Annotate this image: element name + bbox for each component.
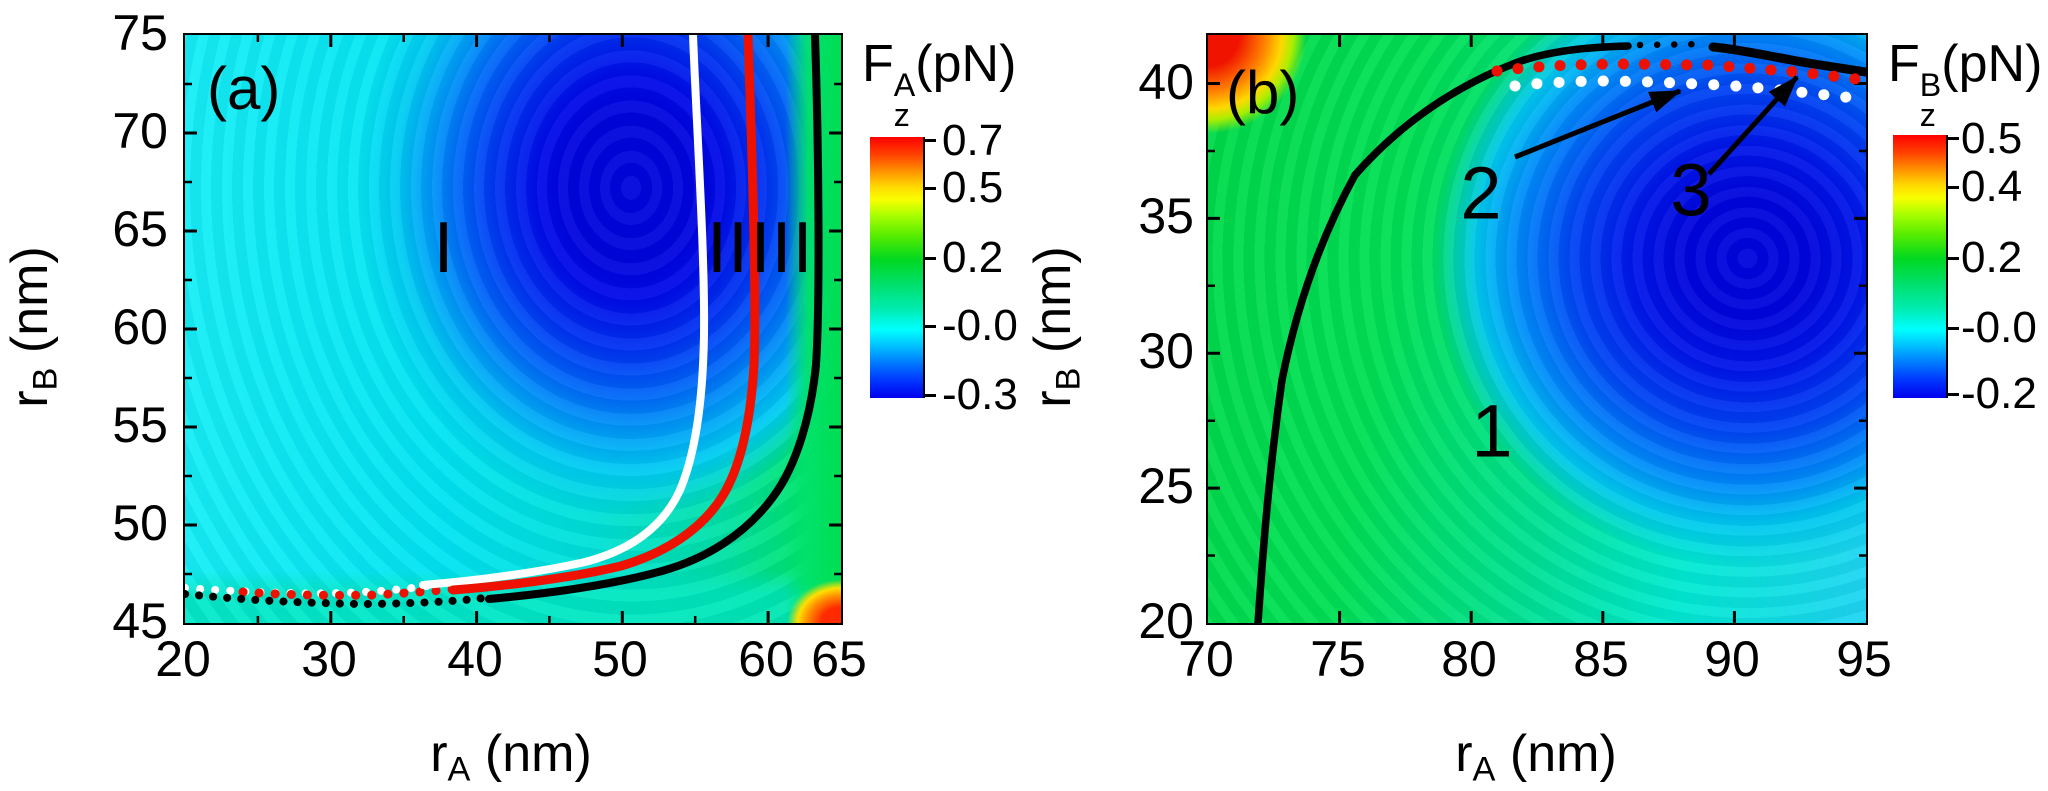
panel-a-ytick-65: 65	[112, 201, 168, 257]
panel-a-ytick-45: 45	[112, 593, 168, 649]
panel-b-xtick-80: 80	[1441, 631, 1497, 687]
panel-b-colorbar-tick	[1948, 137, 1959, 140]
panel-a-ytick-55: 55	[112, 397, 168, 453]
annotation-3: 3	[1670, 148, 1712, 232]
black-contour-tail	[1708, 42, 1866, 77]
panel-b-colorbar-label-0: 0.5	[1961, 114, 2023, 163]
panel-a-xtick-40: 40	[447, 631, 503, 687]
panel-a-colorbar-tick	[925, 394, 936, 397]
red-dotted-branch	[1491, 58, 1866, 86]
panel-b-xtick-75: 75	[1310, 631, 1366, 687]
panel-b-ytick-30: 30	[1138, 323, 1194, 379]
panel-a-minor-ticks	[185, 35, 841, 623]
panel-a-ytick-50: 50	[112, 495, 168, 551]
annotation-1: 1	[1471, 389, 1513, 473]
panel-b-colorbar-tick	[1948, 327, 1959, 330]
panel-b-ytick-40: 40	[1138, 54, 1194, 110]
panel-b-xtick-95: 95	[1836, 631, 1892, 687]
panel-a-x-axis-title: rA (nm)	[430, 725, 592, 789]
panel-a-colorbar-tick	[925, 257, 936, 260]
panel-b-colorbar-label-1: 0.4	[1961, 162, 2023, 211]
panel-a-colorbar-label-1: 0.5	[942, 163, 1004, 212]
panel-b-xtick-90: 90	[1704, 631, 1760, 687]
black-contour-dotted	[185, 590, 495, 609]
panel-a-colorbar-tick	[925, 325, 936, 328]
black-contour-solid	[485, 35, 823, 603]
panel-b-plot-area: (b) 1 2 3	[1206, 33, 1868, 625]
panel-a-colorbar-tick	[925, 139, 936, 142]
panel-b-overlay	[1208, 35, 1866, 623]
panel-a-plot-area: (a) I II III	[183, 33, 843, 625]
black-contour-dots	[1636, 40, 1712, 49]
panel-b-colorbar	[1893, 135, 1948, 398]
panel-b-minor-ticks	[1208, 149, 1866, 557]
panel-a-label: (a)	[207, 55, 281, 122]
panel-a-major-ticks	[185, 35, 841, 623]
panel-a-overlay	[185, 35, 841, 623]
region-label-I: I	[433, 208, 455, 288]
panel-a-colorbar-tick	[925, 187, 936, 190]
arrow-3	[1707, 75, 1799, 176]
panel-b-colorbar-tick	[1948, 257, 1959, 260]
panel-b-colorbar-tick	[1948, 393, 1959, 396]
panel-b-major-ticks	[1208, 35, 1866, 623]
region-label-II: II	[706, 208, 750, 288]
panel-a-xtick-60: 60	[738, 631, 794, 687]
region-label-III: III	[750, 208, 814, 288]
panel-a-ytick-70: 70	[112, 103, 168, 159]
white-contour-solid	[419, 35, 709, 589]
panel-a-colorbar-label-0: 0.7	[942, 116, 1004, 165]
panel-a-xtick-30: 30	[301, 631, 357, 687]
panel-b-xtick-85: 85	[1573, 631, 1629, 687]
panel-a-colorbar-label-3: -0.0	[942, 301, 1018, 350]
panel-b-ytick-25: 25	[1138, 458, 1194, 514]
panel-a-colorbar-label-4: -0.3	[942, 370, 1018, 419]
white-dotted-branch	[1509, 75, 1866, 105]
panel-a-colorbar	[870, 137, 925, 398]
panel-a-y-axis-title: rB (nm)	[1, 246, 65, 408]
panel-b-x-axis-title: rA (nm)	[1455, 725, 1617, 789]
panel-b-colorbar-tick	[1948, 186, 1959, 189]
panel-a-colorbar-label-2: 0.2	[942, 233, 1004, 282]
black-contour-main	[1254, 42, 1632, 623]
panel-b-colorbar-label-3: -0.0	[1961, 303, 2037, 352]
red-contour-dotted	[238, 584, 460, 600]
panel-a-xtick-50: 50	[592, 631, 648, 687]
panel-b-xtick-70: 70	[1178, 631, 1234, 687]
panel-a-ytick-75: 75	[112, 5, 168, 61]
panel-b-y-axis-title: rB (nm)	[1024, 246, 1088, 408]
panel-a-xtick-65: 65	[811, 631, 867, 687]
panel-a-xtick-20: 20	[155, 631, 211, 687]
panel-b-ytick-35: 35	[1138, 188, 1194, 244]
panel-b-label: (b)	[1226, 59, 1300, 126]
red-contour-solid	[448, 35, 760, 595]
panel-a-ytick-60: 60	[112, 299, 168, 355]
arrow-2	[1514, 88, 1682, 160]
panel-b-ytick-20: 20	[1138, 593, 1194, 649]
panel-b-colorbar-label-2: 0.2	[1961, 233, 2023, 282]
annotation-2: 2	[1460, 151, 1502, 235]
panel-b-colorbar-label-4: -0.2	[1961, 369, 2037, 418]
